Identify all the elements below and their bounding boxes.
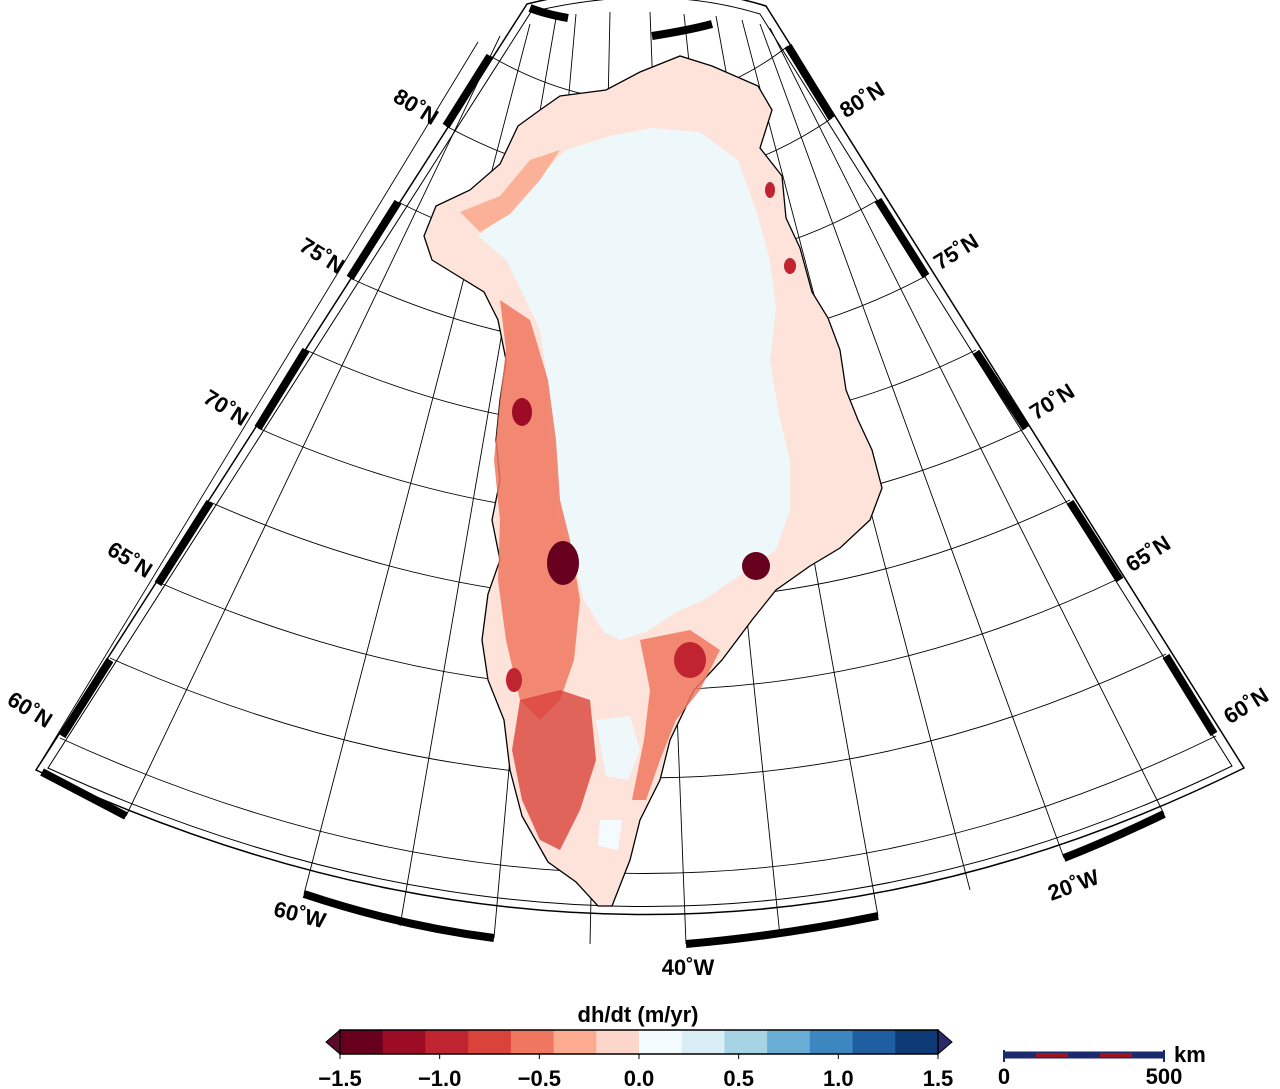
lat-label-65n-right: 65˚N [1121,530,1175,576]
colorbar-swatch [596,1030,640,1054]
frame-ticks [40,4,1218,948]
scale-bar-segment-1 [1036,1053,1068,1057]
colorbar-swatch [510,1030,555,1054]
colorbar-tick-labels: −1.5 −1.0 −0.5 0.0 0.5 1.0 1.5 [318,1054,953,1089]
scale-bar-label-500: 500 [1146,1064,1183,1089]
colorbar-swatch [895,1030,939,1054]
southern-dome-stable [596,716,640,780]
colorbar-swatch [724,1030,768,1054]
jakobshavn-hotspot [547,541,579,585]
helheim-hotspot [742,552,770,580]
colorbar-swatches [340,1030,939,1054]
scale-bar-label-0: 0 [998,1064,1010,1089]
colorbar-swatch [681,1030,725,1054]
colorbar-tick-label: −0.5 [518,1066,561,1089]
colorbar-swatch [382,1030,426,1054]
meridian-70w [35,41,479,771]
meridian-20w [759,23,1065,859]
lat-label-60n-right: 60˚N [1219,682,1273,728]
colorbar-tick-label: 0.5 [723,1066,754,1089]
south-west-hotspot [506,668,522,692]
colorbar-swatch [852,1030,896,1054]
colorbar-swatch [340,1030,384,1054]
south-tip-stable [598,820,622,850]
lat-label-70n-left: 70˚N [199,384,253,430]
lat-label-65n-left: 65˚N [103,536,157,582]
map-inner-border [47,0,1233,907]
lat-label-80n-right: 80˚N [835,76,889,122]
lat-60-arc [59,735,1217,874]
colorbar-tick-label: 0.0 [624,1066,655,1089]
colorbar-swatch [809,1030,854,1054]
lat-label-60n-left: 60˚N [3,686,57,732]
colorbar-tick-label: 1.5 [923,1066,954,1089]
colorbar-swatch [639,1030,683,1054]
colorbar-swatch [553,1030,597,1054]
scale-bar: km 0 500 [998,1042,1206,1089]
colorbar: dh/dt (m/yr) −1.5 −1.0 −0.5 0.0 0.5 1.0 1.5 [318,1002,953,1089]
scale-bar-segment-2 [1100,1053,1132,1057]
scale-bar-outline [1003,1051,1165,1059]
colorbar-title: dh/dt (m/yr) [578,1002,699,1027]
lat-label-70n-right: 70˚N [1025,378,1079,424]
colorbar-tick-label: 1.0 [823,1066,854,1089]
lon-label-40w: 40˚W [662,955,715,980]
lat-label-75n-left: 75˚N [295,232,349,278]
meridian-15w [769,27,1165,815]
scale-bar-unit: km [1174,1042,1206,1067]
meridian-60w [303,23,531,895]
greenland-ice-sheet [423,55,883,907]
kangerlussuaq-hotspot [674,642,706,678]
upernavik-hotspot [512,398,532,426]
meridian-65w [125,35,501,817]
colorbar-swatch [767,1030,811,1054]
colorbar-low-endcap [325,1028,341,1056]
lat-label-80n-left: 80˚N [389,83,443,129]
north-east-coast-hotspot [765,182,775,198]
colorbar-tick-label: −1.5 [318,1066,361,1089]
southwest-thinning [512,690,596,850]
interior-stable-zone [478,128,790,640]
colorbar-tick-label: −1.0 [418,1066,461,1089]
colorbar-high-endcap [937,1028,953,1056]
northeast-hotspot [784,258,796,274]
lon-label-20w: 20˚W [1044,864,1102,906]
lat-label-75n-right: 75˚N [929,228,983,274]
north-margin-thinning [460,150,560,232]
colorbar-swatch [468,1030,512,1054]
colorbar-swatch [425,1030,469,1054]
